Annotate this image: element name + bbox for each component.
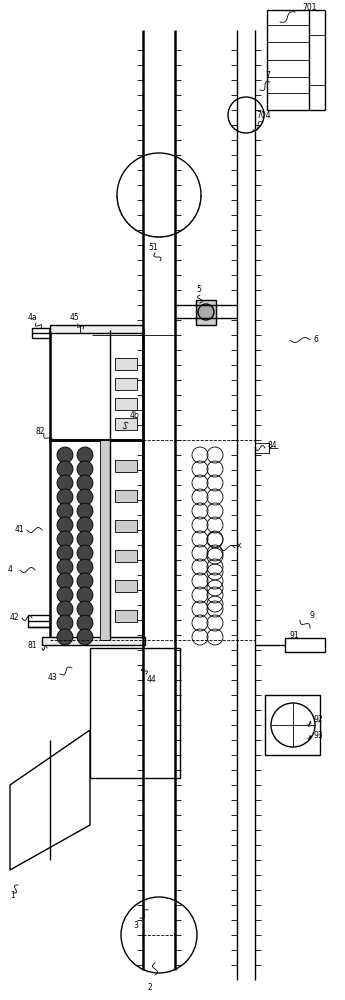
Text: 6: 6	[313, 336, 318, 344]
Circle shape	[77, 559, 93, 575]
Circle shape	[77, 545, 93, 561]
Text: 2: 2	[148, 984, 153, 992]
Bar	[115, 418, 137, 430]
Bar	[265, 695, 320, 755]
Circle shape	[198, 304, 214, 320]
Circle shape	[77, 461, 93, 477]
Circle shape	[57, 615, 73, 631]
Text: 81: 81	[28, 641, 38, 650]
Bar	[115, 378, 137, 390]
Circle shape	[77, 531, 93, 547]
Circle shape	[77, 489, 93, 505]
Bar	[50, 325, 143, 333]
Text: 5: 5	[196, 286, 201, 294]
Circle shape	[57, 545, 73, 561]
Circle shape	[77, 601, 93, 617]
Circle shape	[57, 475, 73, 491]
Bar	[115, 520, 137, 532]
Bar	[50, 330, 143, 440]
Text: 91: 91	[290, 631, 299, 640]
Text: 704: 704	[256, 110, 270, 119]
Bar	[115, 358, 137, 370]
Circle shape	[57, 629, 73, 645]
Circle shape	[77, 475, 93, 491]
Bar	[255, 443, 269, 453]
Bar	[196, 300, 216, 325]
Bar	[115, 550, 137, 562]
Bar	[115, 398, 137, 410]
Bar	[42, 637, 145, 645]
Bar	[267, 10, 309, 110]
Text: 93: 93	[313, 730, 323, 740]
Text: 701: 701	[302, 2, 316, 11]
Bar	[115, 460, 137, 472]
Text: 44: 44	[147, 676, 157, 684]
Circle shape	[57, 587, 73, 603]
Circle shape	[77, 447, 93, 463]
Bar	[32, 328, 50, 338]
Circle shape	[77, 503, 93, 519]
Bar	[115, 610, 137, 622]
Circle shape	[57, 517, 73, 533]
Circle shape	[57, 573, 73, 589]
Circle shape	[77, 587, 93, 603]
Bar	[115, 490, 137, 502]
Text: 82: 82	[35, 428, 45, 436]
Text: 9: 9	[310, 610, 315, 619]
Bar	[115, 580, 137, 592]
Text: 42: 42	[10, 613, 20, 622]
Bar	[285, 638, 325, 652]
Bar	[100, 440, 110, 640]
Text: 4b: 4b	[130, 410, 140, 420]
Circle shape	[77, 517, 93, 533]
Text: 43: 43	[48, 674, 58, 682]
Circle shape	[57, 489, 73, 505]
Text: 7: 7	[265, 70, 270, 80]
Bar	[90, 648, 180, 778]
Bar	[28, 615, 50, 627]
Circle shape	[57, 559, 73, 575]
Text: x: x	[237, 540, 241, 550]
Circle shape	[57, 461, 73, 477]
Circle shape	[57, 503, 73, 519]
Circle shape	[57, 531, 73, 547]
Text: 4a: 4a	[28, 314, 38, 322]
Circle shape	[77, 629, 93, 645]
Text: 1: 1	[10, 890, 15, 900]
Text: 41: 41	[15, 526, 24, 534]
Text: 92: 92	[313, 716, 323, 724]
Text: 51: 51	[148, 243, 158, 252]
Circle shape	[77, 615, 93, 631]
Circle shape	[57, 447, 73, 463]
Text: 45: 45	[70, 314, 80, 322]
Circle shape	[57, 601, 73, 617]
Text: 3: 3	[133, 920, 138, 930]
Text: 84: 84	[267, 440, 277, 450]
Bar	[50, 440, 143, 640]
Circle shape	[77, 573, 93, 589]
Text: 4: 4	[8, 566, 13, 574]
